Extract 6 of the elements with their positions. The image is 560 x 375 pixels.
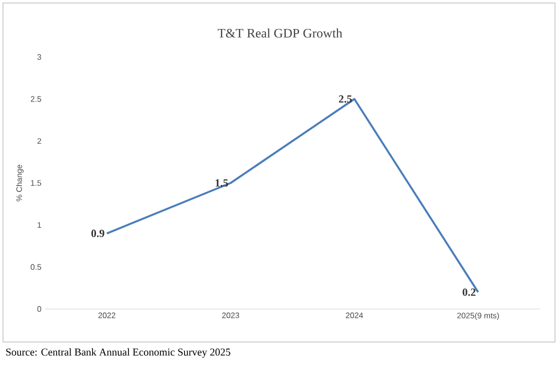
source-note: Source: Central Bank Annual Economic Survey 2025 [6, 348, 230, 358]
data-label: 0.9 [91, 230, 104, 238]
data-label: 2.5 [338, 95, 352, 103]
data-label: 1.5 [216, 179, 228, 187]
data-label: 0.2 [462, 288, 476, 296]
chart-title: T&T Real GDP Growth [218, 28, 342, 38]
